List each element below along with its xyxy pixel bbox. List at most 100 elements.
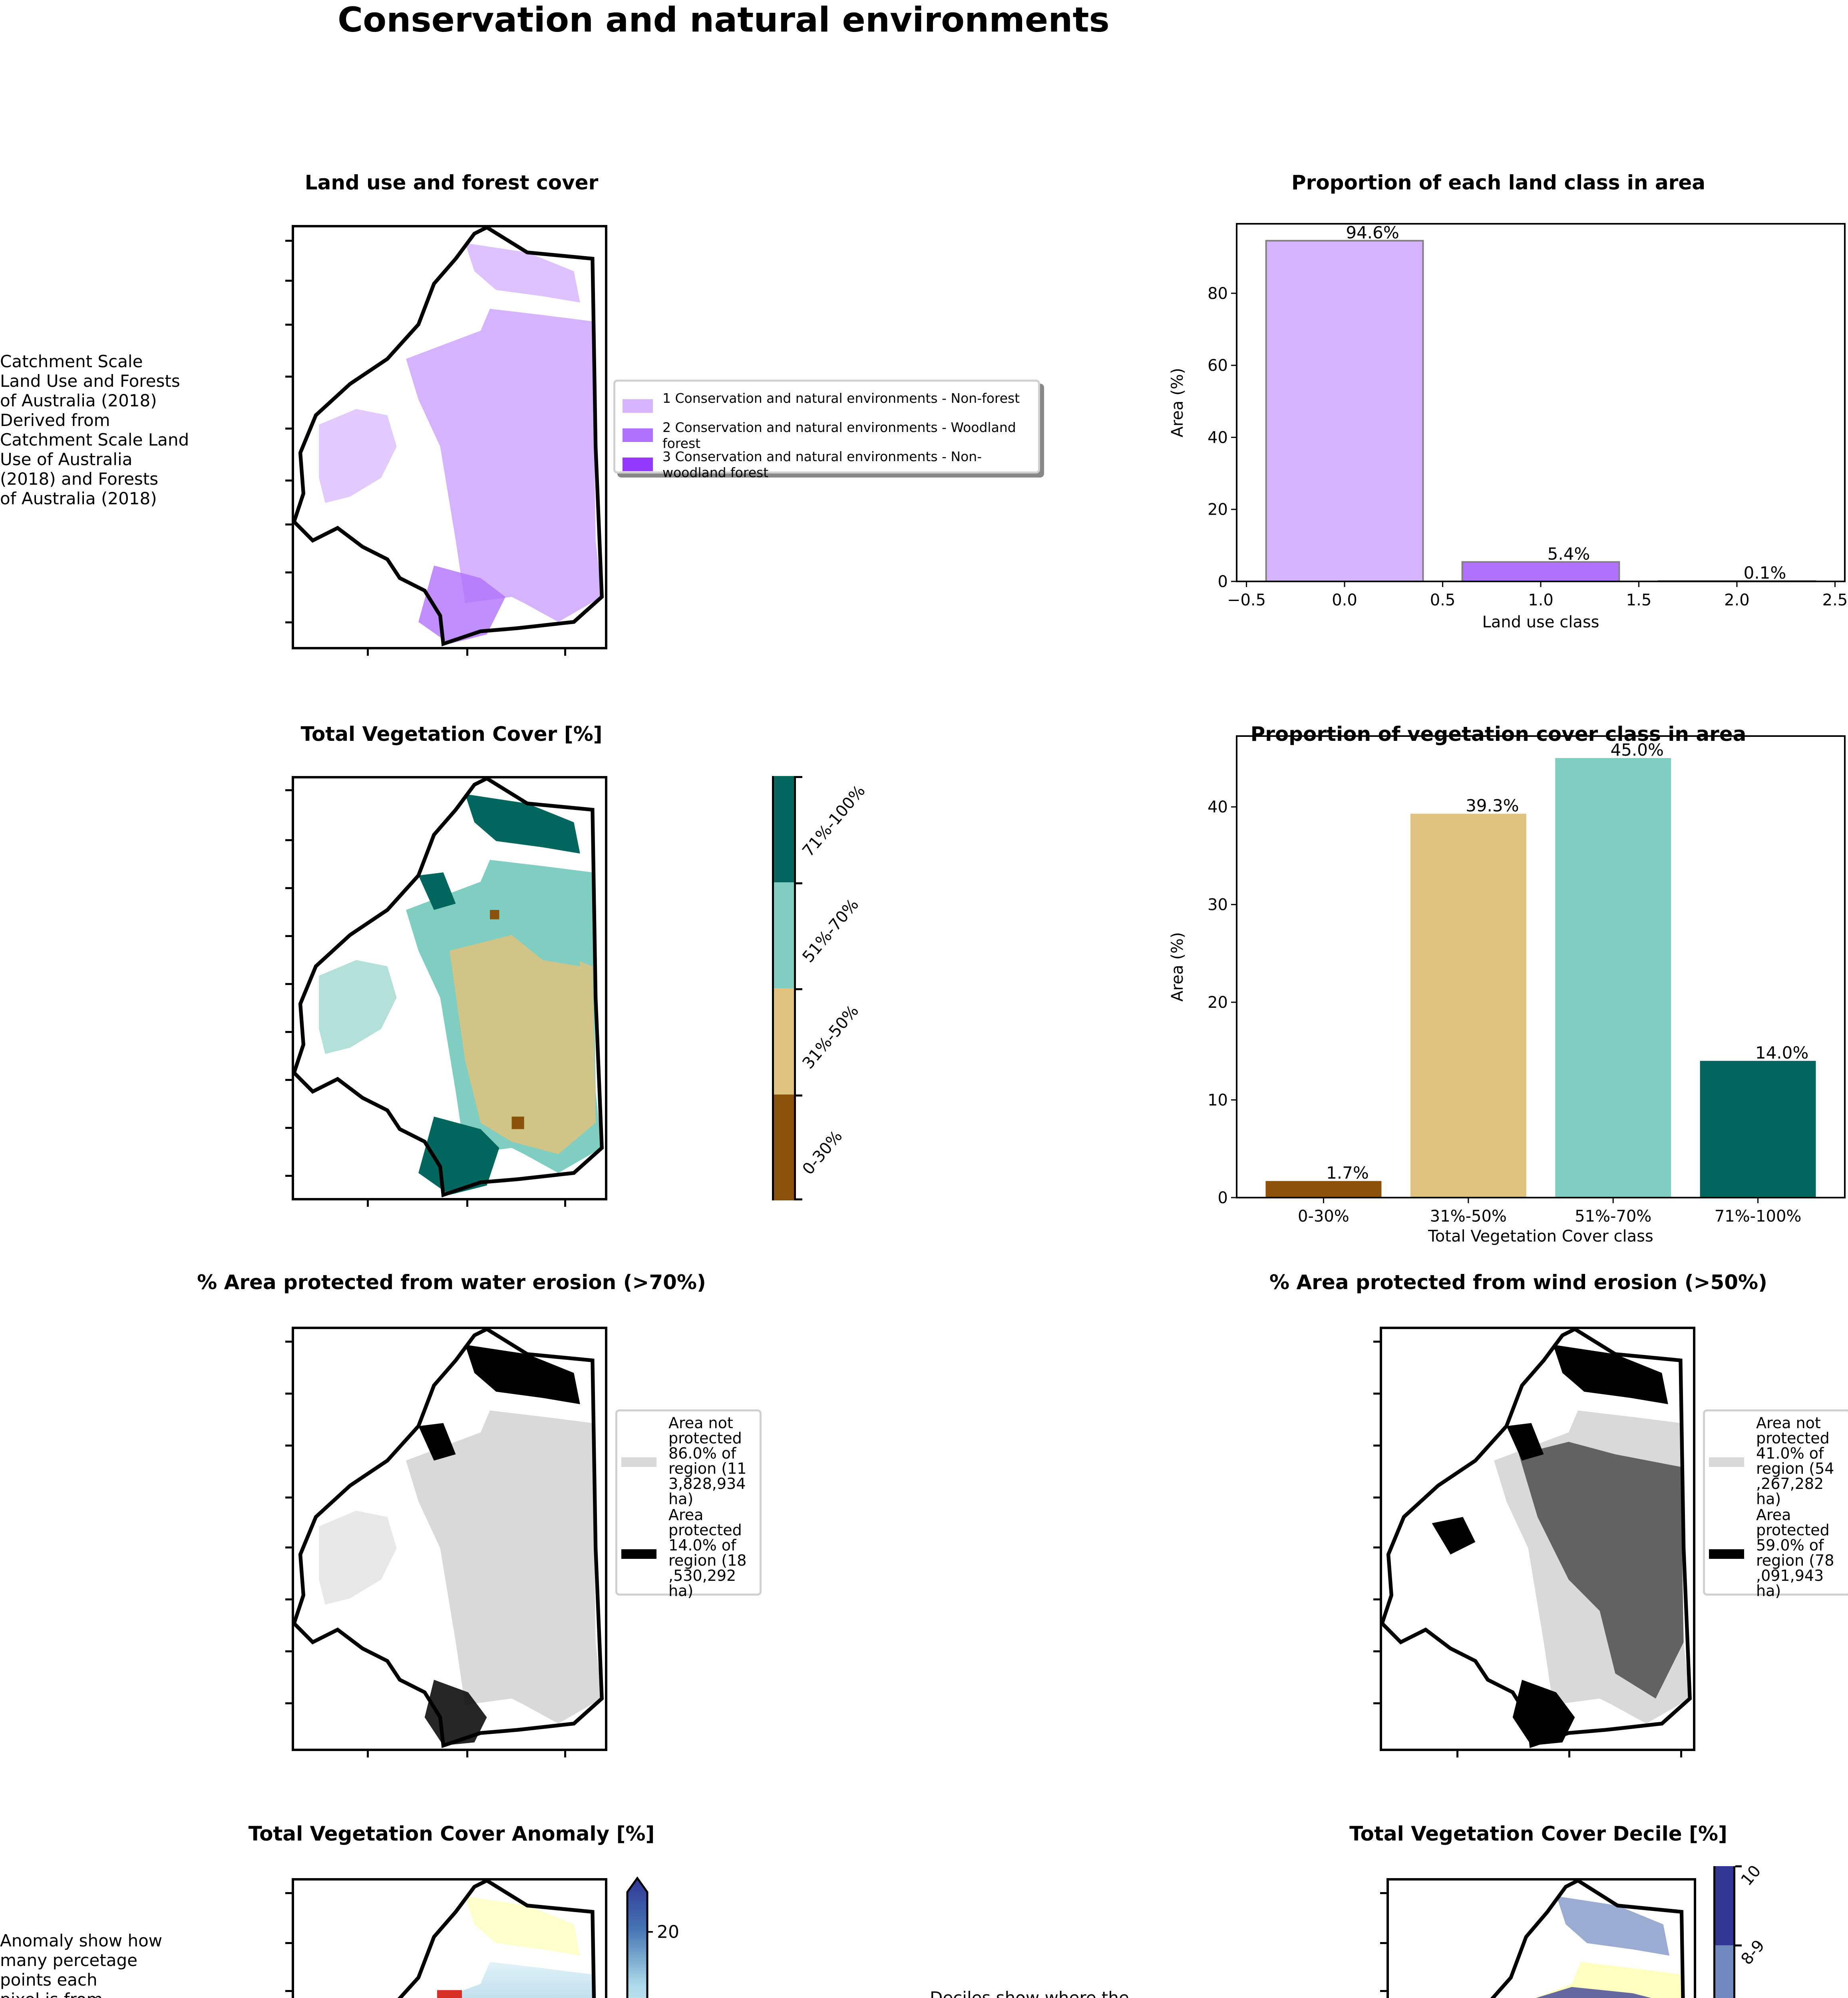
legend-label: Area not protected 86.0% of region (11 3…: [668, 1414, 747, 1508]
legend-item: 2 Conservation and natural environments …: [623, 420, 1022, 452]
y-tick: [285, 376, 292, 378]
bar-data-label: 1.7%: [1326, 1163, 1369, 1182]
y-tick: [1380, 1990, 1386, 1992]
legend-label: 3 Conservation and natural environments …: [662, 449, 982, 480]
legend-item: 1 Conservation and natural environments …: [623, 390, 1022, 413]
veg-class-chart-title: Proportion of vegetation cover class in …: [1250, 722, 1747, 746]
colorbar-label: 51%-70%: [799, 896, 863, 967]
colorbar-label: 0-30%: [799, 1127, 846, 1179]
legend-item: Area not protected 41.0% of region (54 ,…: [1709, 1415, 1834, 1506]
y-tick-label: 40: [1207, 798, 1228, 816]
y-tick: [1373, 1497, 1380, 1498]
decile-map[interactable]: [1386, 1878, 1696, 1998]
colorbar-segment: [1715, 1866, 1733, 1945]
veg-cover-colorbar: [772, 776, 796, 1200]
bar: [1555, 758, 1671, 1198]
legend-label: Area not protected 41.0% of region (54 ,…: [1756, 1414, 1834, 1508]
colorbar-tick: [796, 882, 802, 884]
plot-frame: [1236, 735, 1846, 1198]
x-tick: [1568, 1751, 1570, 1757]
land-use-map-title: Land use and forest cover: [304, 171, 599, 194]
anomaly-note: Anomaly show how many percetage points e…: [0, 1931, 163, 1998]
y-tick: [285, 935, 292, 937]
colorbar-tick: [1735, 1865, 1742, 1867]
y-tick: [285, 1341, 292, 1343]
bar: [1410, 814, 1526, 1198]
land-use-legend: 1 Conservation and natural environments …: [613, 380, 1040, 480]
y-tick: [285, 324, 292, 326]
colorbar-segment: [774, 988, 794, 1095]
colorbar-tick: [796, 988, 802, 990]
x-tick-label: 1.5: [1626, 591, 1652, 609]
bar-data-label: 45.0%: [1610, 740, 1663, 760]
land-class-bar-chart: 94.6% 5.4% 0.1% −0.5 0.0 0.5 1.0 1.5 2.0 2.5 0 20 40…: [1168, 223, 1848, 631]
bar-data-label: 0.1%: [1744, 563, 1786, 583]
legend-swatch: [621, 1457, 656, 1467]
x-tick-label: 1.0: [1528, 591, 1554, 609]
water-erosion-map-canvas: [294, 1329, 604, 1748]
y-tick: [285, 789, 292, 791]
anomaly-colorbar: 20100−10−20: [626, 1876, 679, 1998]
y-tick: [1373, 1445, 1380, 1447]
legend-swatch: [1709, 1457, 1744, 1467]
colorbar-tick: [796, 776, 802, 778]
y-tick: [285, 1702, 292, 1704]
legend-swatch: [621, 1549, 656, 1559]
anomaly-map-canvas: [397, 1881, 596, 1998]
y-tick: [1373, 1650, 1380, 1652]
x-tick: [564, 1751, 566, 1757]
y-tick-label: 30: [1207, 896, 1228, 914]
legend-swatch: [1709, 1549, 1744, 1559]
y-tick: [1373, 1341, 1380, 1343]
bar: [1461, 561, 1620, 582]
water-erosion-map[interactable]: [292, 1327, 607, 1751]
colorbar-tick-label: 20: [657, 1922, 679, 1942]
y-tick: [1373, 1598, 1380, 1600]
x-axis-label: Land use class: [1482, 613, 1599, 631]
y-tick-label: 20: [1207, 993, 1228, 1012]
legend-item: Area protected 59.0% of region (78 ,091,…: [1709, 1507, 1834, 1598]
x-tick-label: 2.0: [1724, 591, 1750, 609]
colorbar-segment: [1715, 1945, 1733, 1998]
y-tick: [1373, 1546, 1380, 1548]
y-tick: [285, 1127, 292, 1129]
y-axis-label: Area (%): [1168, 368, 1187, 438]
y-tick: [1373, 1393, 1380, 1395]
x-tick: [367, 649, 369, 656]
colorbar-segment: [774, 776, 794, 882]
bar: [1700, 1061, 1816, 1198]
y-tick: [285, 1598, 292, 1600]
legend-label: 2 Conservation and natural environments …: [662, 420, 1016, 451]
y-tick: [285, 839, 292, 841]
x-tick: [564, 649, 566, 656]
x-tick-label: 2.5: [1822, 591, 1848, 609]
decile-colorbar: [1713, 1866, 1735, 1998]
x-tick-label: 51%-70%: [1575, 1207, 1651, 1226]
anomaly-map-title: Total Vegetation Cover Anomaly [%]: [248, 1822, 655, 1845]
y-tick: [285, 1031, 292, 1033]
land-use-source-note: Catchment Scale Land Use and Forests of …: [0, 352, 189, 508]
y-tick-label: 10: [1207, 1091, 1228, 1110]
x-tick: [367, 1751, 369, 1757]
y-tick: [285, 887, 292, 889]
anomaly-map[interactable]: [292, 1878, 607, 1998]
x-tick-label: 31%-50%: [1430, 1207, 1507, 1226]
y-tick: [285, 1175, 292, 1177]
y-tick: [285, 1650, 292, 1652]
page-title: Conservation and natural environments: [338, 0, 1110, 40]
wind-erosion-map[interactable]: [1380, 1327, 1695, 1751]
legend-item: 3 Conservation and natural environments …: [623, 449, 1022, 481]
y-tick: [1380, 1892, 1386, 1894]
y-tick: [285, 240, 292, 242]
bar-data-label: 39.3%: [1466, 796, 1519, 815]
decile-map-canvas: [1490, 1881, 1685, 1998]
y-tick-label: 0: [1218, 573, 1228, 591]
land-use-map[interactable]: [292, 225, 607, 649]
decile-note: Deciles show where the pixel value lies …: [930, 1988, 1129, 1998]
veg-cover-map[interactable]: [292, 776, 607, 1200]
veg-cover-map-canvas: [294, 778, 604, 1198]
legend-label: Area protected 59.0% of region (78 ,091,…: [1756, 1506, 1834, 1600]
bar-data-label: 5.4%: [1548, 544, 1590, 563]
y-tick: [285, 480, 292, 482]
y-tick: [285, 983, 292, 985]
